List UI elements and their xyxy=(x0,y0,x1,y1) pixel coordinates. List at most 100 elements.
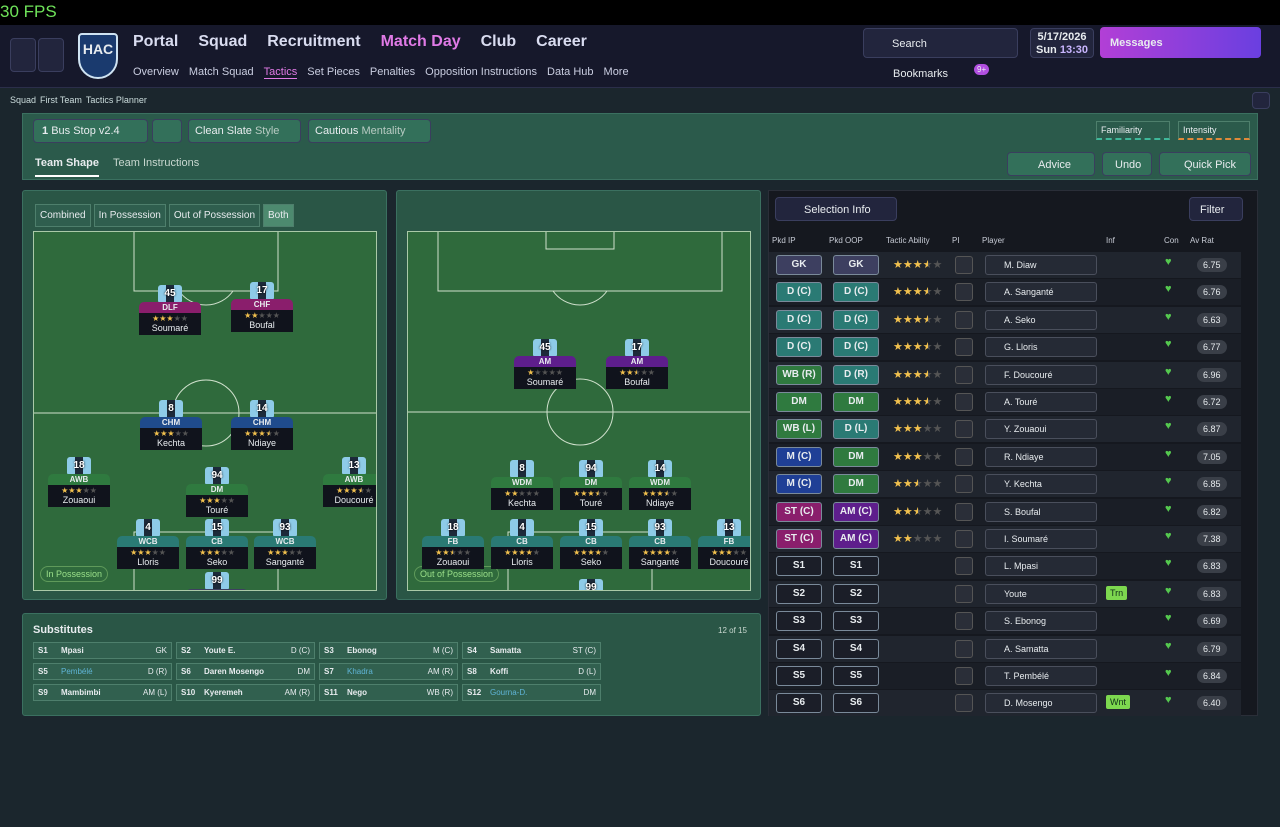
back-button[interactable] xyxy=(10,38,36,72)
sub-nav-item[interactable]: Penalties xyxy=(369,66,416,78)
nav-item[interactable]: Match Day xyxy=(380,33,461,50)
nav-item[interactable]: Recruitment xyxy=(267,33,361,50)
pkd-ip[interactable]: DM xyxy=(776,392,822,412)
pi-button[interactable] xyxy=(955,393,973,411)
filter-button[interactable]: Filter xyxy=(1189,197,1243,221)
substitute[interactable]: S10 Kyeremeh AM (R) xyxy=(176,684,315,701)
player-card[interactable]: 13 AWB ★★★★★ Doucouré xyxy=(323,457,376,507)
phase-tab[interactable]: Combined xyxy=(35,204,91,227)
pkd-oop[interactable]: DM xyxy=(833,446,879,467)
player-select[interactable]: S. Boufal xyxy=(985,501,1097,522)
pkd-ip[interactable]: M (C) xyxy=(776,446,822,467)
player-card[interactable]: 93 CB ★★★★★ Sanganté xyxy=(629,519,691,569)
player-select[interactable]: D. Mosengo xyxy=(985,693,1097,714)
add-tactic[interactable] xyxy=(152,119,182,143)
substitute[interactable]: S2 Youte E. D (C) xyxy=(176,642,315,659)
player-select[interactable]: A. Touré xyxy=(985,392,1097,412)
player-select[interactable]: T. Pembélé xyxy=(985,666,1097,686)
pkd-ip[interactable]: ST (C) xyxy=(776,501,822,522)
player-card[interactable]: 45 AM ★★★★★ Soumaré xyxy=(514,339,576,389)
sub-nav-item[interactable]: Data Hub xyxy=(547,66,594,78)
pkd-ip[interactable]: S1 xyxy=(776,556,822,577)
phase-tab[interactable]: In Possession xyxy=(93,204,166,227)
pkd-oop[interactable]: S6 xyxy=(833,693,879,714)
player-card[interactable]: 18 FB ★★★★★ Zouaoui xyxy=(422,519,484,569)
column-header[interactable]: Inf xyxy=(1106,236,1115,245)
pkd-oop[interactable]: DM xyxy=(833,474,879,495)
player-select[interactable]: I. Soumaré xyxy=(985,529,1097,549)
phase-tab[interactable]: Both xyxy=(263,204,294,227)
nav-item[interactable]: Career xyxy=(536,33,587,50)
column-header[interactable]: PI xyxy=(952,236,960,245)
crumb[interactable]: First Team xyxy=(40,95,82,105)
pkd-ip[interactable]: S5 xyxy=(776,666,822,686)
pkd-oop[interactable]: GK xyxy=(833,255,879,275)
pkd-oop[interactable]: AM (C) xyxy=(833,529,879,549)
substitute[interactable]: S5 Pembélé D (R) xyxy=(33,663,172,680)
pkd-oop[interactable]: AM (C) xyxy=(833,501,879,522)
player-card[interactable]: 94 DM ★★★★★ Touré xyxy=(186,467,248,517)
player-select[interactable]: S. Ebonog xyxy=(985,611,1097,632)
pkd-ip[interactable]: S2 xyxy=(776,583,822,604)
pi-button[interactable] xyxy=(955,338,973,357)
player-select[interactable]: A. Seko xyxy=(985,309,1097,330)
pi-button[interactable] xyxy=(955,667,973,685)
column-header[interactable]: Pkd OOP xyxy=(829,236,863,245)
player-select[interactable]: G. Lloris xyxy=(985,337,1097,358)
nav-item[interactable]: Club xyxy=(480,33,517,50)
player-card[interactable]: 4 CB ★★★★★ Lloris xyxy=(491,519,553,569)
pkd-oop[interactable]: S5 xyxy=(833,666,879,686)
substitute[interactable]: S9 Mambimbi AM (L) xyxy=(33,684,172,701)
messages-button[interactable]: Messages xyxy=(1100,27,1261,58)
selection-info[interactable]: Selection Info xyxy=(775,197,897,221)
player-card[interactable]: 14 CHM ★★★★★ Ndiaye xyxy=(231,400,293,450)
sub-nav-item[interactable]: Set Pieces xyxy=(307,66,360,78)
mentality-select[interactable]: Cautious Mentality xyxy=(308,119,431,143)
player-card[interactable]: 8 WDM ★★★★★ Kechta xyxy=(491,460,553,510)
advice-button[interactable]: Advice xyxy=(1007,152,1095,176)
sub-nav-item[interactable]: Match Squad xyxy=(188,66,254,78)
pkd-ip[interactable]: WB (L) xyxy=(776,419,822,440)
player-select[interactable]: A. Sanganté xyxy=(985,282,1097,303)
sub-nav-item[interactable]: More xyxy=(603,66,629,78)
player-select[interactable]: M. Diaw xyxy=(985,255,1097,275)
pkd-oop[interactable]: D (R) xyxy=(833,364,879,385)
column-header[interactable]: Player xyxy=(982,236,1005,245)
column-header[interactable]: Pkd IP xyxy=(772,236,796,245)
sub-nav-item[interactable]: Opposition Instructions xyxy=(425,66,538,78)
pkd-oop[interactable]: S2 xyxy=(833,583,879,604)
pi-button[interactable] xyxy=(955,502,973,521)
column-header[interactable]: Av Rat xyxy=(1190,236,1214,245)
substitute[interactable]: S1 Mpasi GK xyxy=(33,642,172,659)
pkd-oop[interactable]: D (L) xyxy=(833,419,879,440)
pkd-ip[interactable]: D (C) xyxy=(776,282,822,303)
pi-button[interactable] xyxy=(955,694,973,713)
pkd-ip[interactable]: ST (C) xyxy=(776,529,822,549)
pi-button[interactable] xyxy=(955,530,973,548)
pkd-oop[interactable]: D (C) xyxy=(833,337,879,358)
crumb[interactable]: Tactics Planner xyxy=(85,95,147,105)
player-card[interactable]: 17 AM ★★★★★ Boufal xyxy=(606,339,668,389)
search[interactable]: Search xyxy=(892,38,927,50)
player-card[interactable]: 14 WDM ★★★★★ Ndiaye xyxy=(629,460,691,510)
pkd-oop[interactable]: D (C) xyxy=(833,309,879,330)
player-card[interactable]: 93 WCB ★★★★★ Sanganté xyxy=(254,519,316,569)
pi-button[interactable] xyxy=(955,420,973,439)
pi-button[interactable] xyxy=(955,557,973,576)
pkd-oop[interactable]: S1 xyxy=(833,556,879,577)
player-select[interactable]: R. Ndiaye xyxy=(985,446,1097,467)
forward-button[interactable] xyxy=(38,38,64,72)
substitute[interactable]: S6 Daren Mosengo DM xyxy=(176,663,315,680)
style-select[interactable]: Clean Slate Style xyxy=(188,119,301,143)
nav-item[interactable]: Portal xyxy=(133,33,179,50)
pkd-oop[interactable]: DM xyxy=(833,392,879,412)
pi-button[interactable] xyxy=(955,639,973,658)
pkd-ip[interactable]: S3 xyxy=(776,611,822,632)
substitute[interactable]: S11 Nego WB (R) xyxy=(319,684,458,701)
close-button[interactable] xyxy=(1252,92,1270,109)
pkd-ip[interactable]: D (C) xyxy=(776,309,822,330)
pi-button[interactable] xyxy=(955,475,973,494)
pkd-oop[interactable]: D (C) xyxy=(833,282,879,303)
pi-button[interactable] xyxy=(955,612,973,631)
player-card[interactable]: 99BGK★★★★★Diaw xyxy=(186,572,248,590)
